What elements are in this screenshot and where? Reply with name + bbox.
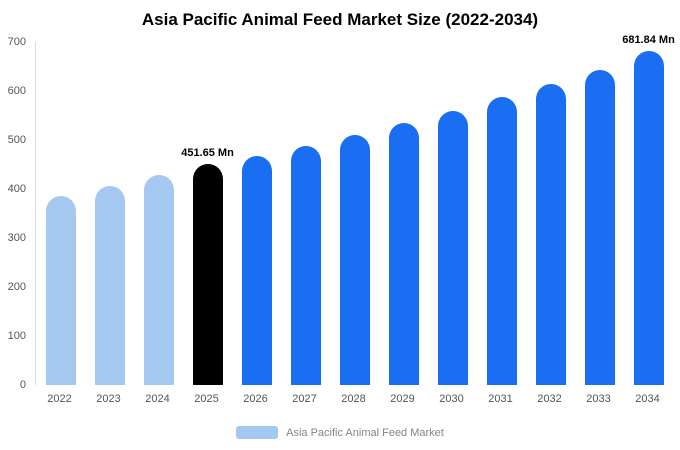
legend-swatch (236, 426, 279, 439)
bar-slot (477, 42, 526, 385)
bar-slot (232, 42, 281, 385)
bar-2030 (437, 110, 468, 385)
bar-slot: 681.84 Mn (622, 34, 675, 385)
bar-slot (36, 42, 85, 385)
bar-slot (134, 42, 183, 385)
legend-label: Asia Pacific Animal Feed Market (286, 426, 444, 439)
x-axis-tick-label: 2025 (194, 393, 219, 405)
bar-2033 (584, 69, 615, 385)
x-axis-tick-label: 2024 (145, 393, 170, 405)
y-axis-tick-label: 500 (7, 134, 26, 146)
bar-annotation: 451.65 Mn (181, 146, 234, 159)
y-axis-tick-label: 100 (7, 330, 26, 342)
x-axis: 2022 2023 2024 2025 2026 2027 2028 2029 2030 2031… (35, 393, 672, 405)
x-axis-tick-label: 2027 (292, 393, 317, 405)
x-axis-tick-label: 2029 (390, 393, 415, 405)
bar-2025 (192, 163, 223, 385)
y-axis: 0 100 200 300 400 500 600 700 (0, 0, 30, 450)
bar-2034 (633, 50, 664, 385)
bar-slot (330, 42, 379, 385)
plot-area: 451.65 Mn 681.84 Mn (35, 34, 675, 385)
legend: Asia Pacific Animal Feed Market (0, 426, 680, 439)
y-axis-tick-label: 0 (19, 379, 26, 391)
bar-2027 (290, 145, 321, 385)
y-axis-tick-label: 600 (7, 85, 26, 97)
x-axis-tick-label: 2031 (488, 393, 513, 405)
bar-2029 (388, 122, 419, 385)
x-axis-tick-label: 2034 (635, 393, 660, 405)
bar-2026 (241, 156, 272, 385)
bar-2022 (45, 196, 76, 385)
bar-slot (281, 42, 330, 385)
y-axis-tick-label: 400 (7, 183, 26, 195)
x-axis-tick-label: 2023 (96, 393, 121, 405)
chart-title: Asia Pacific Animal Feed Market Size (20… (141, 10, 539, 29)
x-axis-tick-label: 2033 (586, 393, 611, 405)
bars-row: 451.65 Mn 681.84 Mn (36, 34, 675, 385)
bar-2028 (339, 135, 370, 385)
bar-slot (526, 42, 575, 385)
bar-slot: 451.65 Mn (181, 42, 234, 385)
y-axis-tick-label: 200 (7, 281, 26, 293)
bar-2024 (143, 175, 174, 385)
bar-slot (379, 42, 428, 385)
x-axis-tick-label: 2032 (537, 393, 562, 405)
bar-slot (85, 42, 134, 385)
bar-slot (575, 42, 624, 385)
x-axis-tick-label: 2022 (47, 393, 72, 405)
y-axis-tick-label: 300 (7, 232, 26, 244)
x-axis-tick-label: 2028 (341, 393, 366, 405)
x-axis-tick-label: 2026 (243, 393, 268, 405)
y-axis-tick-label: 700 (7, 36, 26, 48)
bar-2023 (94, 185, 125, 385)
bar-annotation: 681.84 Mn (622, 33, 675, 46)
bar-2032 (535, 84, 566, 385)
bar-2031 (486, 97, 517, 385)
bar-slot (428, 42, 477, 385)
x-axis-tick-label: 2030 (439, 393, 464, 405)
